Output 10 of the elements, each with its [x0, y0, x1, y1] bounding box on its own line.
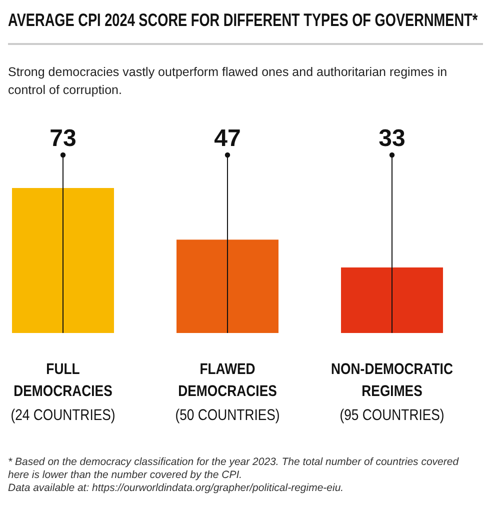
data-label: 47 [214, 125, 241, 152]
text: Data available at: https://ourworldindata.org/grapher/political-regime-eiu. [8, 482, 344, 494]
x-tick-label: FULL DEMOCRACIES (24 COUNTRIES) [10, 361, 116, 424]
text: * Based on the democracy classification for the year 2023. The total number of countries covered here is lower than the number covered by the CPI. [8, 456, 460, 481]
data-label: 33 [378, 125, 406, 152]
chart-subtitle: Strong democracies vastly outperform flawed ones and authoritarian regimes in control of corruption. [8, 65, 448, 97]
x-tick-label: FLAWED DEMOCRACIES (50 COUNTRIES) [175, 361, 280, 424]
data-label: 73 [50, 125, 76, 152]
x-tick-label: NON-DEMOCRATIC REGIMES (95 COUNTRIES) [331, 361, 453, 424]
chart-title: AVERAGE CPI 2024 SCORE FOR DIFFERENT TYPES OF GOVERNMENT* [8, 11, 478, 31]
